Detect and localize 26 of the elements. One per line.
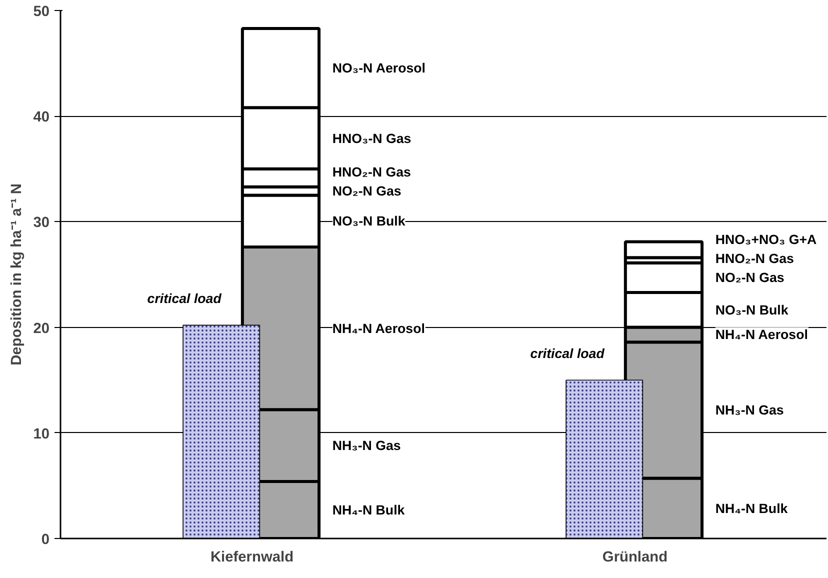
series-label: NH₄-N Aerosol [715,327,808,342]
text: NO₃-N Bulk [332,214,406,229]
y-axis-title: Deposition in kg ha⁻¹ a⁻¹ N [9,184,26,366]
series-label: NO₂-N Gas [715,270,784,286]
text: critical load [530,346,604,362]
x-tick-label: Kiefernwald [210,550,294,566]
text: NH₄-N Aerosol [332,320,425,336]
series-label: critical load [147,291,222,306]
text: NO₂-N Gas [332,184,402,199]
y-tick-label: 20 [33,320,50,337]
y-tick-label: 50 [33,4,50,20]
y-tick-label: 0 [41,532,50,548]
series-label: HNO₂-N Gas [715,251,794,266]
y-tick-label: 30 [33,215,50,232]
text: NH₃-N Gas [332,438,401,454]
text: NH₄-N Bulk [332,502,405,518]
series-label: HNO₃-N Gas [332,130,412,146]
series-label: NH₃-N Gas [715,402,784,418]
series-label: NO₃-N Aerosol [332,60,426,76]
series-label: NH₄-N Bulk [715,500,788,516]
series-label: HNO₃+NO₃ G+A [715,232,817,248]
y-tick-label: 10 [33,426,50,442]
text: HNO₂-N Gas [332,164,411,180]
series-label: NO₃-N Bulk [715,302,789,318]
y-tick-label: 40 [33,110,50,126]
x-tick-label: Grünland [602,550,668,566]
